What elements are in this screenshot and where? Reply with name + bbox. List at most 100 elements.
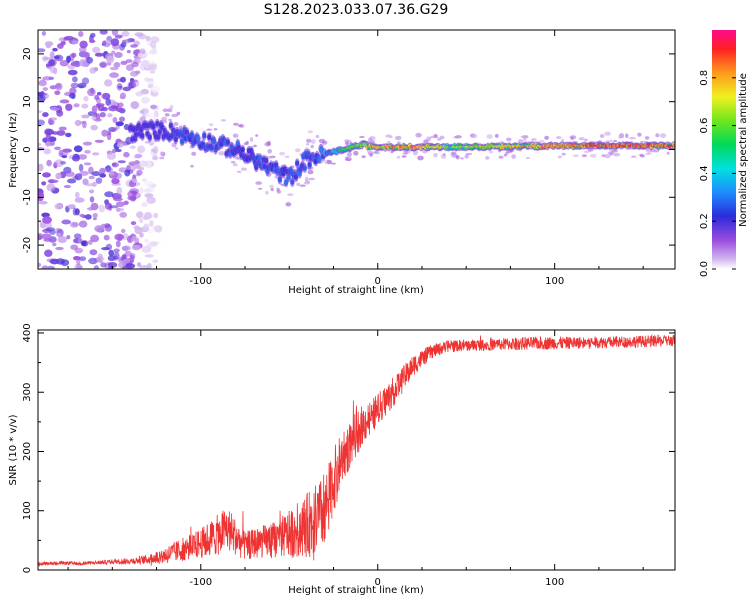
spectrogram-noise-blob bbox=[111, 50, 116, 55]
spectrogram-noise-blob bbox=[64, 35, 74, 41]
spectrogram-noise-blob bbox=[129, 188, 139, 194]
spectrogram-scatter-blob bbox=[639, 140, 646, 143]
spectrogram-noise-blob bbox=[43, 148, 51, 155]
spectrogram-scatter-blob bbox=[206, 128, 213, 131]
spectrogram-noise-blob bbox=[57, 236, 67, 243]
spectrogram-scatter-blob bbox=[644, 136, 650, 140]
spectrogram-noise-blob bbox=[134, 226, 142, 235]
spectrogram-noise-blob bbox=[139, 48, 146, 54]
spectrogram-noise-blob bbox=[53, 55, 60, 60]
spectrogram-noise-blob bbox=[49, 106, 60, 112]
spectrogram-noise-blob bbox=[132, 178, 138, 183]
spectrogram-scatter-blob bbox=[253, 144, 257, 148]
spectrogram-noise-blob bbox=[120, 76, 126, 83]
spectrogram-noise-blob bbox=[141, 202, 148, 207]
spectrogram-noise-blob bbox=[149, 60, 155, 66]
spectrogram-noise-blob bbox=[64, 171, 75, 177]
spectrogram-scatter-blob bbox=[584, 150, 590, 153]
spectrogram-noise-blob bbox=[134, 160, 140, 165]
spectrogram-scatter-blob bbox=[396, 155, 401, 159]
spectrogram-ridge-band bbox=[307, 161, 312, 168]
spectrogram-ridge-band bbox=[155, 120, 160, 127]
spectrogram-scatter-blob bbox=[294, 148, 301, 153]
spectrogram-noise-blob bbox=[111, 162, 120, 168]
spectrogram-noise-blob bbox=[135, 91, 144, 97]
spectrogram-scatter-blob bbox=[464, 154, 470, 159]
spectrogram-scatter-blob bbox=[310, 139, 316, 145]
spectrogram-noise-blob bbox=[63, 184, 71, 189]
spectrogram-noise-blob bbox=[152, 225, 160, 231]
spectrogram-scatter-blob bbox=[344, 139, 350, 143]
spectrogram-ridge-band bbox=[240, 146, 245, 153]
spectrogram-noise-blob bbox=[38, 234, 43, 241]
spectrogram-noise-blob bbox=[139, 265, 150, 269]
spectrogram-noise-blob bbox=[148, 241, 158, 246]
snr-x-tick-label: -100 bbox=[189, 577, 212, 588]
spectrogram-scatter-blob bbox=[269, 184, 274, 188]
spectrogram-noise-blob bbox=[73, 103, 80, 108]
spectrogram-noise-blob bbox=[114, 233, 125, 241]
spectrogram-scatter-blob bbox=[417, 155, 424, 161]
spectrogram-noise-blob bbox=[79, 213, 85, 218]
spectrogram-noise-blob bbox=[67, 204, 76, 210]
spectrogram-noise-blob bbox=[38, 48, 46, 53]
spectrogram-noise-blob bbox=[68, 92, 76, 99]
spectrogram-noise-blob bbox=[118, 102, 124, 108]
spectrogram-scatter-blob bbox=[415, 132, 422, 138]
spectrogram-scatter-blob bbox=[433, 134, 438, 139]
spectrogram-noise-blob bbox=[112, 117, 118, 123]
spectrogram-scatter-blob bbox=[639, 153, 644, 157]
spectrogram-scatter-blob bbox=[265, 190, 269, 195]
spectrogram-noise-blob bbox=[42, 216, 52, 224]
spectrogram-noise-blob bbox=[89, 39, 96, 43]
spectrogram-noise-blob bbox=[108, 266, 114, 269]
colorbar-tick-label: 0.6 bbox=[699, 118, 710, 134]
spectrogram-noise-blob bbox=[94, 52, 104, 57]
spectrogram-noise-blob bbox=[114, 52, 123, 58]
spectrogram-noise-blob bbox=[113, 62, 121, 68]
spectrogram-noise-blob bbox=[143, 188, 151, 193]
spectrogram-noise-blob bbox=[99, 30, 108, 35]
spectrogram-scatter-blob bbox=[330, 162, 337, 165]
spectrogram-noise-blob bbox=[72, 155, 80, 162]
snr-x-tick-label: 0 bbox=[375, 577, 381, 588]
spectrogram-noise-blob bbox=[136, 211, 144, 219]
spectrogram-noise-blob bbox=[55, 83, 62, 89]
spectrogram-scatter-blob bbox=[485, 156, 490, 160]
spectrogram-noise-blob bbox=[99, 62, 107, 68]
spectrogram-noise-blob bbox=[131, 61, 139, 68]
spectrogram-scatter-blob bbox=[174, 147, 179, 150]
spectrogram-noise-blob bbox=[139, 187, 144, 194]
spectrogram-noise-blob bbox=[69, 87, 77, 95]
spectrogram-noise-blob bbox=[129, 254, 135, 263]
spectrogram-ridge-band bbox=[302, 165, 307, 171]
spectrogram-noise-blob bbox=[114, 34, 123, 39]
spectrogram-scatter-blob bbox=[625, 133, 629, 138]
spectrogram-noise-blob bbox=[91, 105, 98, 113]
spectrogram-scatter-blob bbox=[561, 152, 566, 156]
spectrogram-scatter-blob bbox=[270, 187, 274, 192]
spectrogram-scatter-blob bbox=[401, 155, 407, 158]
spectrogram-scatter-blob bbox=[581, 154, 587, 158]
spectrogram-noise-blob bbox=[116, 107, 123, 113]
snr-ticks: -100 0 100 0 100 200 300 400 bbox=[22, 323, 675, 588]
spectrogram-noise-blob bbox=[141, 96, 150, 104]
spectrogram-noise-blob bbox=[82, 120, 87, 129]
spectrogram-noise-blob bbox=[90, 124, 98, 131]
spectrogram-ridge-band bbox=[134, 131, 139, 138]
spectrogram-ridge-band bbox=[140, 133, 145, 139]
spectrogram-noise-blob bbox=[126, 49, 131, 54]
spectrogram-noise-blob bbox=[56, 232, 62, 237]
spectrogram-scatter-blob bbox=[230, 161, 236, 164]
spectrogram-noise-blob bbox=[42, 76, 52, 81]
spectrogram-noise-blob bbox=[127, 81, 137, 89]
spectrogram-noise-blob bbox=[48, 179, 59, 184]
spectrogram-noise-blob bbox=[111, 148, 117, 154]
spectrogram-noise-blob bbox=[81, 77, 90, 85]
spectrogram-scatter-blob bbox=[276, 187, 280, 192]
spectrogram-noise-blob bbox=[121, 30, 130, 37]
spectrogram-scatter-blob bbox=[489, 150, 494, 154]
spectrogram-scatter-blob bbox=[255, 181, 262, 185]
